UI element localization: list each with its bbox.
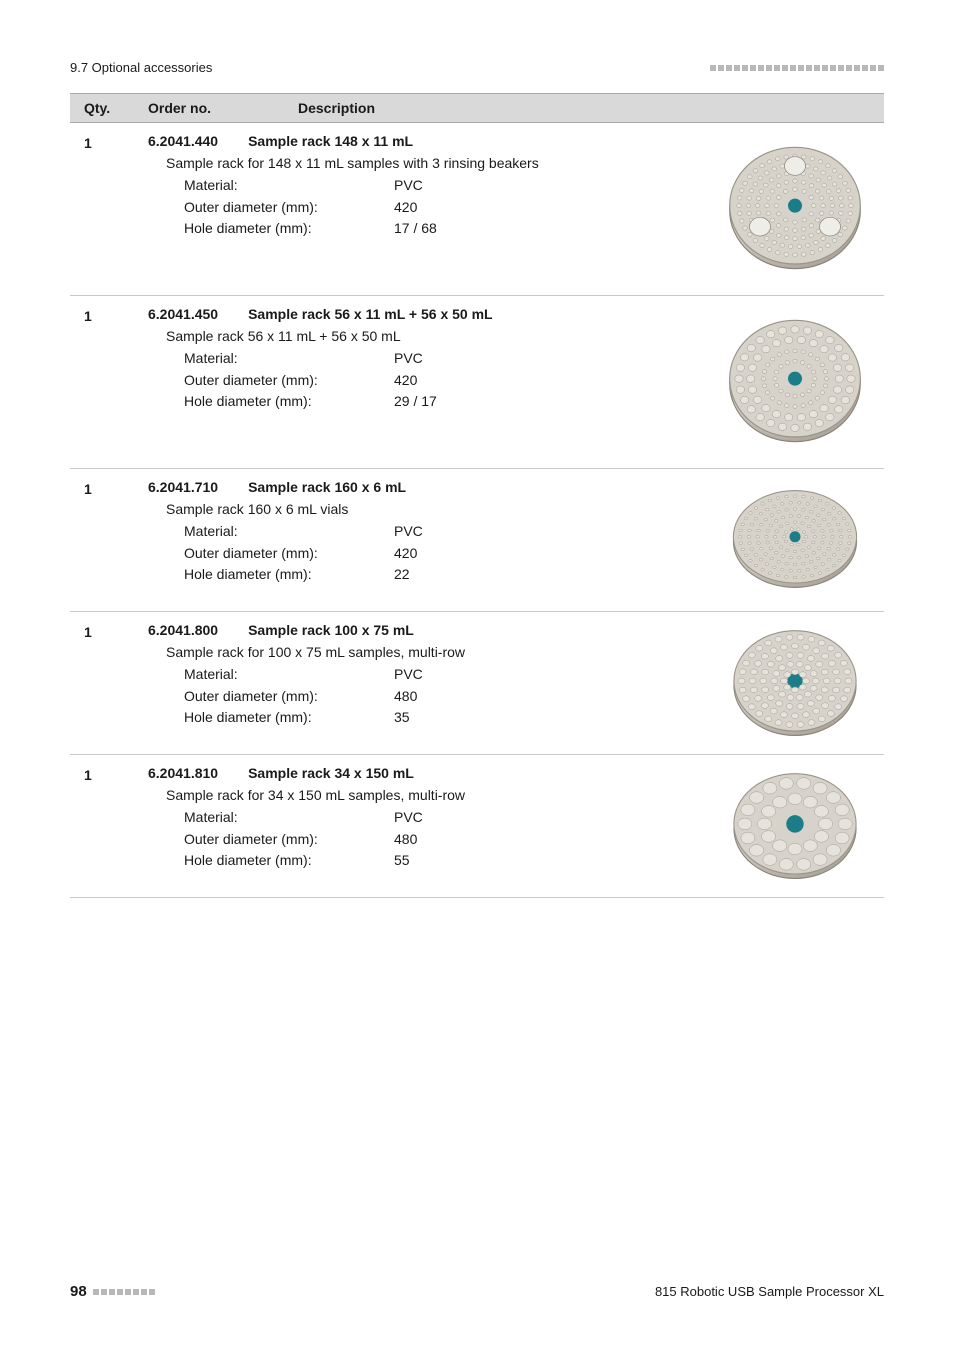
accessory-entry: 1 6.2041.710 Sample rack 160 x 6 mL Samp…: [70, 469, 884, 612]
spec-label-material: Material:: [184, 175, 394, 197]
product-image: [720, 133, 870, 283]
product-name: Sample rack 34 x 150 mL: [248, 765, 414, 781]
order-number: 6.2041.710: [148, 479, 218, 495]
product-description: Sample rack for 100 x 75 mL samples, mul…: [166, 644, 710, 660]
spec-value-hole-dia: 55: [394, 850, 410, 872]
product-description: Sample rack for 148 x 11 mL samples with…: [166, 155, 710, 171]
product-name: Sample rack 148 x 11 mL: [248, 133, 413, 149]
qty-value: 1: [84, 479, 148, 599]
accessory-entry: 1 6.2041.440 Sample rack 148 x 11 mL Sam…: [70, 123, 884, 296]
spec-label-outer-dia: Outer diameter (mm):: [184, 370, 394, 392]
spec-label-outer-dia: Outer diameter (mm):: [184, 686, 394, 708]
spec-value-material: PVC: [394, 807, 423, 829]
product-image: [720, 306, 870, 456]
spec-label-outer-dia: Outer diameter (mm):: [184, 829, 394, 851]
spec-value-outer-dia: 420: [394, 197, 417, 219]
footer-product-name: 815 Robotic USB Sample Processor XL: [655, 1284, 884, 1299]
order-number: 6.2041.810: [148, 765, 218, 781]
spec-value-hole-dia: 17 / 68: [394, 218, 437, 240]
qty-value: 1: [84, 133, 148, 283]
spec-value-outer-dia: 480: [394, 829, 417, 851]
spec-label-hole-dia: Hole diameter (mm):: [184, 564, 394, 586]
qty-value: 1: [84, 765, 148, 885]
spec-value-material: PVC: [394, 348, 423, 370]
spec-value-material: PVC: [394, 521, 423, 543]
product-name: Sample rack 160 x 6 mL: [248, 479, 406, 495]
product-name: Sample rack 56 x 11 mL + 56 x 50 mL: [248, 306, 493, 322]
spec-value-material: PVC: [394, 175, 423, 197]
accessory-entry: 1 6.2041.450 Sample rack 56 x 11 mL + 56…: [70, 296, 884, 469]
spec-value-hole-dia: 35: [394, 707, 410, 729]
product-image: [720, 765, 870, 885]
section-reference: 9.7 Optional accessories: [70, 60, 212, 75]
spec-label-material: Material:: [184, 807, 394, 829]
spec-label-material: Material:: [184, 521, 394, 543]
spec-value-material: PVC: [394, 664, 423, 686]
spec-value-hole-dia: 22: [394, 564, 410, 586]
product-image: [720, 479, 870, 599]
order-number: 6.2041.450: [148, 306, 218, 322]
page-footer: 98 815 Robotic USB Sample Processor XL: [70, 1283, 884, 1300]
spec-label-material: Material:: [184, 348, 394, 370]
spec-label-hole-dia: Hole diameter (mm):: [184, 850, 394, 872]
product-description: Sample rack 56 x 11 mL + 56 x 50 mL: [166, 328, 710, 344]
spec-label-hole-dia: Hole diameter (mm):: [184, 218, 394, 240]
qty-value: 1: [84, 622, 148, 742]
product-name: Sample rack 100 x 75 mL: [248, 622, 414, 638]
page-number: 98: [70, 1283, 87, 1300]
order-number: 6.2041.800: [148, 622, 218, 638]
product-description: Sample rack 160 x 6 mL vials: [166, 501, 710, 517]
col-order-header: Order no.: [148, 100, 298, 116]
product-description: Sample rack for 34 x 150 mL samples, mul…: [166, 787, 710, 803]
col-desc-header: Description: [298, 100, 870, 116]
spec-value-hole-dia: 29 / 17: [394, 391, 437, 413]
header-dots: [710, 65, 884, 71]
qty-value: 1: [84, 306, 148, 456]
accessory-entry: 1 6.2041.800 Sample rack 100 x 75 mL Sam…: [70, 612, 884, 755]
col-qty-header: Qty.: [84, 100, 148, 116]
product-image: [720, 622, 870, 742]
spec-value-outer-dia: 420: [394, 543, 417, 565]
spec-label-hole-dia: Hole diameter (mm):: [184, 707, 394, 729]
spec-label-outer-dia: Outer diameter (mm):: [184, 197, 394, 219]
accessory-entry: 1 6.2041.810 Sample rack 34 x 150 mL Sam…: [70, 755, 884, 898]
spec-label-outer-dia: Outer diameter (mm):: [184, 543, 394, 565]
spec-label-hole-dia: Hole diameter (mm):: [184, 391, 394, 413]
spec-value-outer-dia: 420: [394, 370, 417, 392]
spec-value-outer-dia: 480: [394, 686, 417, 708]
order-number: 6.2041.440: [148, 133, 218, 149]
spec-label-material: Material:: [184, 664, 394, 686]
table-header: Qty. Order no. Description: [70, 93, 884, 123]
